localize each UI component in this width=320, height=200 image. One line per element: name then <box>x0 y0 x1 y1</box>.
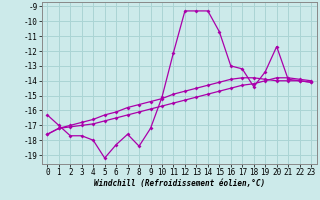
X-axis label: Windchill (Refroidissement éolien,°C): Windchill (Refroidissement éolien,°C) <box>94 179 265 188</box>
